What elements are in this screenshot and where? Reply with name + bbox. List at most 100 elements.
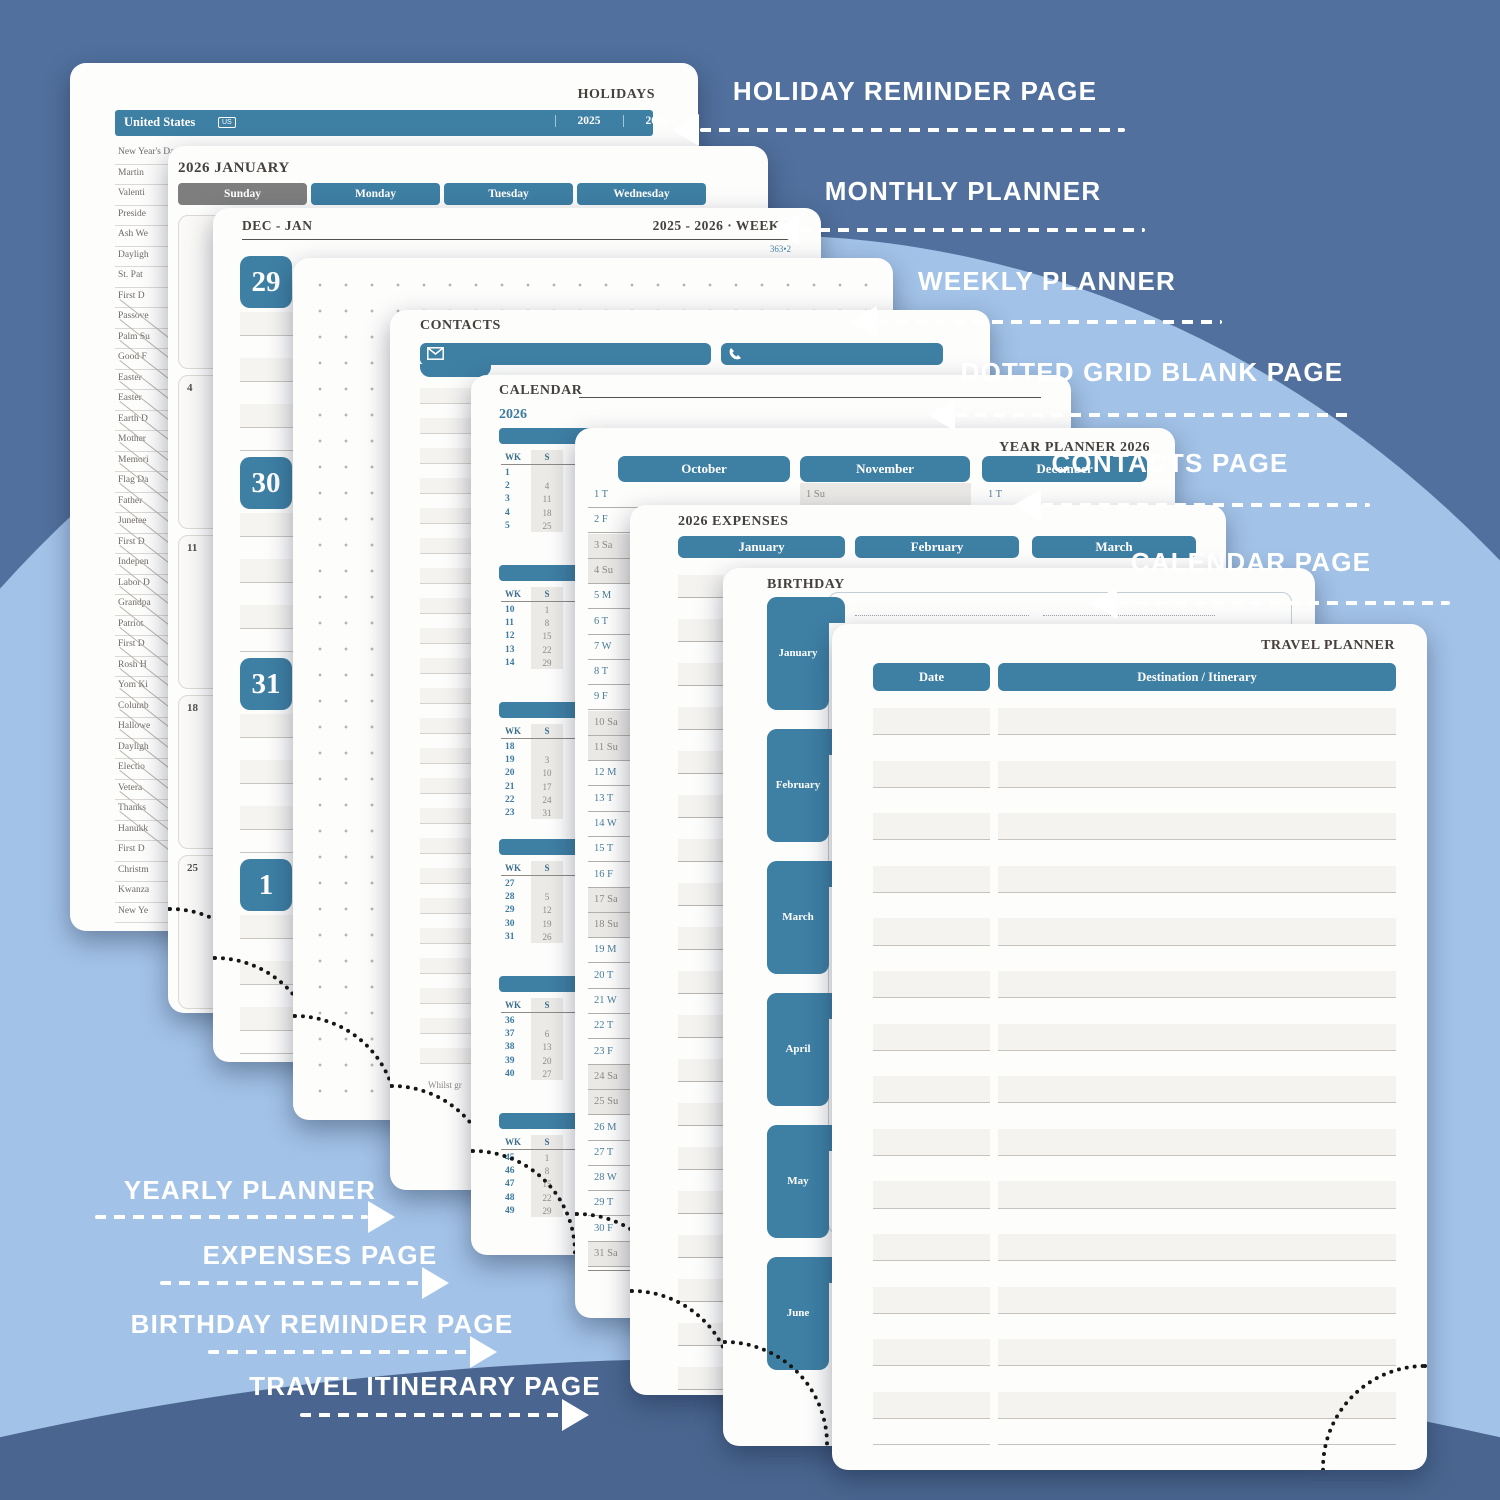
arrow-right-icon	[470, 1336, 497, 1368]
day-number: 11	[187, 542, 198, 554]
wk-column-header: WK	[505, 589, 522, 599]
week-number: 37	[505, 1029, 515, 1040]
week-number: 21	[505, 781, 515, 792]
week-number: 28	[505, 892, 515, 903]
holiday-name: Kwanza	[118, 885, 150, 895]
country-tag: US	[218, 117, 236, 128]
holiday-name: Easter	[118, 393, 142, 403]
year-planner-title: YEAR PLANNER 2026	[999, 440, 1150, 455]
month-pill-november: November	[800, 456, 970, 482]
holiday-name: Earth D	[118, 413, 148, 424]
weekday-header-tuesday: Tuesday	[444, 183, 573, 205]
holiday-name: Flag Da	[118, 475, 149, 485]
travel-date-header: Date	[873, 663, 990, 691]
holiday-name: Patriot	[118, 618, 144, 629]
travel-planner-page: TRAVEL PLANNER Date Destination / Itiner…	[832, 624, 1427, 1470]
travel-row-destination-cell	[998, 918, 1396, 946]
week-number: 11	[505, 618, 514, 629]
callout-text: HOLIDAY REMINDER PAGE	[732, 76, 1098, 106]
week-number: 20	[505, 768, 515, 779]
holidays-year-col-2025: 2025	[555, 115, 622, 127]
week-number: 10	[505, 605, 515, 615]
expense-row	[678, 927, 723, 950]
month-pill-october: October	[618, 456, 790, 482]
holiday-name: St. Pat	[118, 270, 143, 280]
wk-column-header: WK	[505, 452, 522, 462]
birthday-month-tab-june: June	[767, 1257, 829, 1370]
weekly-week-label: 2025 - 2026 · WEEK 1	[652, 218, 791, 233]
tab-label: April	[785, 1043, 811, 1055]
sunday-date: 4	[544, 481, 550, 492]
week-number: 27	[505, 879, 515, 889]
arrow-left-icon	[928, 399, 955, 431]
week-number: 31	[505, 931, 515, 942]
holiday-name: Passove	[118, 311, 149, 321]
sunday-date: 26	[542, 931, 552, 942]
week-number: 12	[505, 631, 515, 642]
year-day-row: 12 M	[588, 761, 658, 787]
sunday-date: 19	[542, 918, 552, 929]
year-day-row: 6 T	[588, 610, 658, 635]
sunday-date: 6	[544, 1029, 550, 1040]
day-number: 25	[187, 862, 198, 874]
travel-row-date-cell	[873, 865, 990, 894]
sunday-column-header: S	[544, 1000, 550, 1010]
travel-row-destination-cell	[998, 708, 1396, 736]
callout-text: YEARLY PLANNER	[123, 1175, 377, 1205]
travel-row-date-cell	[873, 1076, 990, 1104]
sunday-date: 24	[542, 794, 552, 805]
travel-row-date-cell	[873, 708, 990, 736]
expense-row	[678, 619, 723, 642]
callout-dash-line	[878, 320, 1222, 324]
sunday-date: 1	[544, 1153, 550, 1163]
holiday-name: Rosh H	[118, 659, 147, 670]
year-day-row: 8 T	[588, 660, 658, 686]
expense-row	[678, 1147, 723, 1170]
year-day-row: 2 F	[588, 508, 658, 534]
birthday-month-tab-april: April	[767, 993, 829, 1106]
travel-row-date-cell	[873, 971, 990, 999]
day-number: 18	[187, 702, 198, 714]
contacts-phone-header	[721, 343, 943, 365]
weekly-day-square: 29	[240, 256, 292, 308]
travel-row-destination-cell	[998, 971, 1396, 999]
sunday-date: 8	[544, 1166, 550, 1177]
week-number: 36	[505, 1016, 515, 1026]
holidays-year-col-2026: 2026	[623, 115, 690, 127]
travel-row-destination-cell	[998, 1128, 1396, 1157]
year-day-row: 21 W	[588, 989, 658, 1014]
expenses-title: 2026 EXPENSES	[678, 514, 789, 529]
year-day-row: 15 T	[588, 837, 658, 863]
year-day-row: 29 T	[588, 1191, 658, 1217]
weekly-day-square: 30	[240, 457, 292, 509]
expense-row	[678, 663, 723, 686]
callout-dash-line	[95, 1215, 368, 1219]
sunday-date: 17	[542, 781, 552, 792]
sunday-date: 22	[542, 644, 552, 655]
year-day-row: 7 W	[588, 635, 658, 660]
expense-row	[678, 971, 723, 994]
holiday-name: Valenti	[118, 188, 145, 198]
travel-row-date-cell	[873, 1339, 990, 1367]
year-day-row: 5 M	[588, 584, 658, 610]
callout-text: EXPENSES PAGE	[202, 1240, 438, 1270]
monthly-title: 2026 JANUARY	[178, 160, 290, 176]
callout-dash-line	[1042, 503, 1370, 507]
holiday-name: Labor D	[118, 577, 150, 588]
week-number: 2	[505, 481, 510, 492]
travel-row-destination-cell	[998, 1339, 1396, 1367]
contacts-footnote: Whilst gr	[428, 1080, 462, 1090]
callout-text: TRAVEL ITINERARY PAGE	[249, 1371, 601, 1401]
sunday-date: 13	[542, 1042, 552, 1053]
week-number: 4	[505, 507, 510, 518]
holiday-name: First D	[118, 844, 145, 854]
holiday-name: First D	[118, 536, 145, 547]
week-number: 3	[505, 494, 510, 505]
week-number: 19	[505, 755, 515, 766]
year-day-row: 23 F	[588, 1040, 658, 1065]
calendar-year: 2026	[499, 407, 527, 422]
holidays-title: HOLIDAYS	[577, 87, 655, 102]
year-day-row: 9 F	[588, 685, 658, 711]
